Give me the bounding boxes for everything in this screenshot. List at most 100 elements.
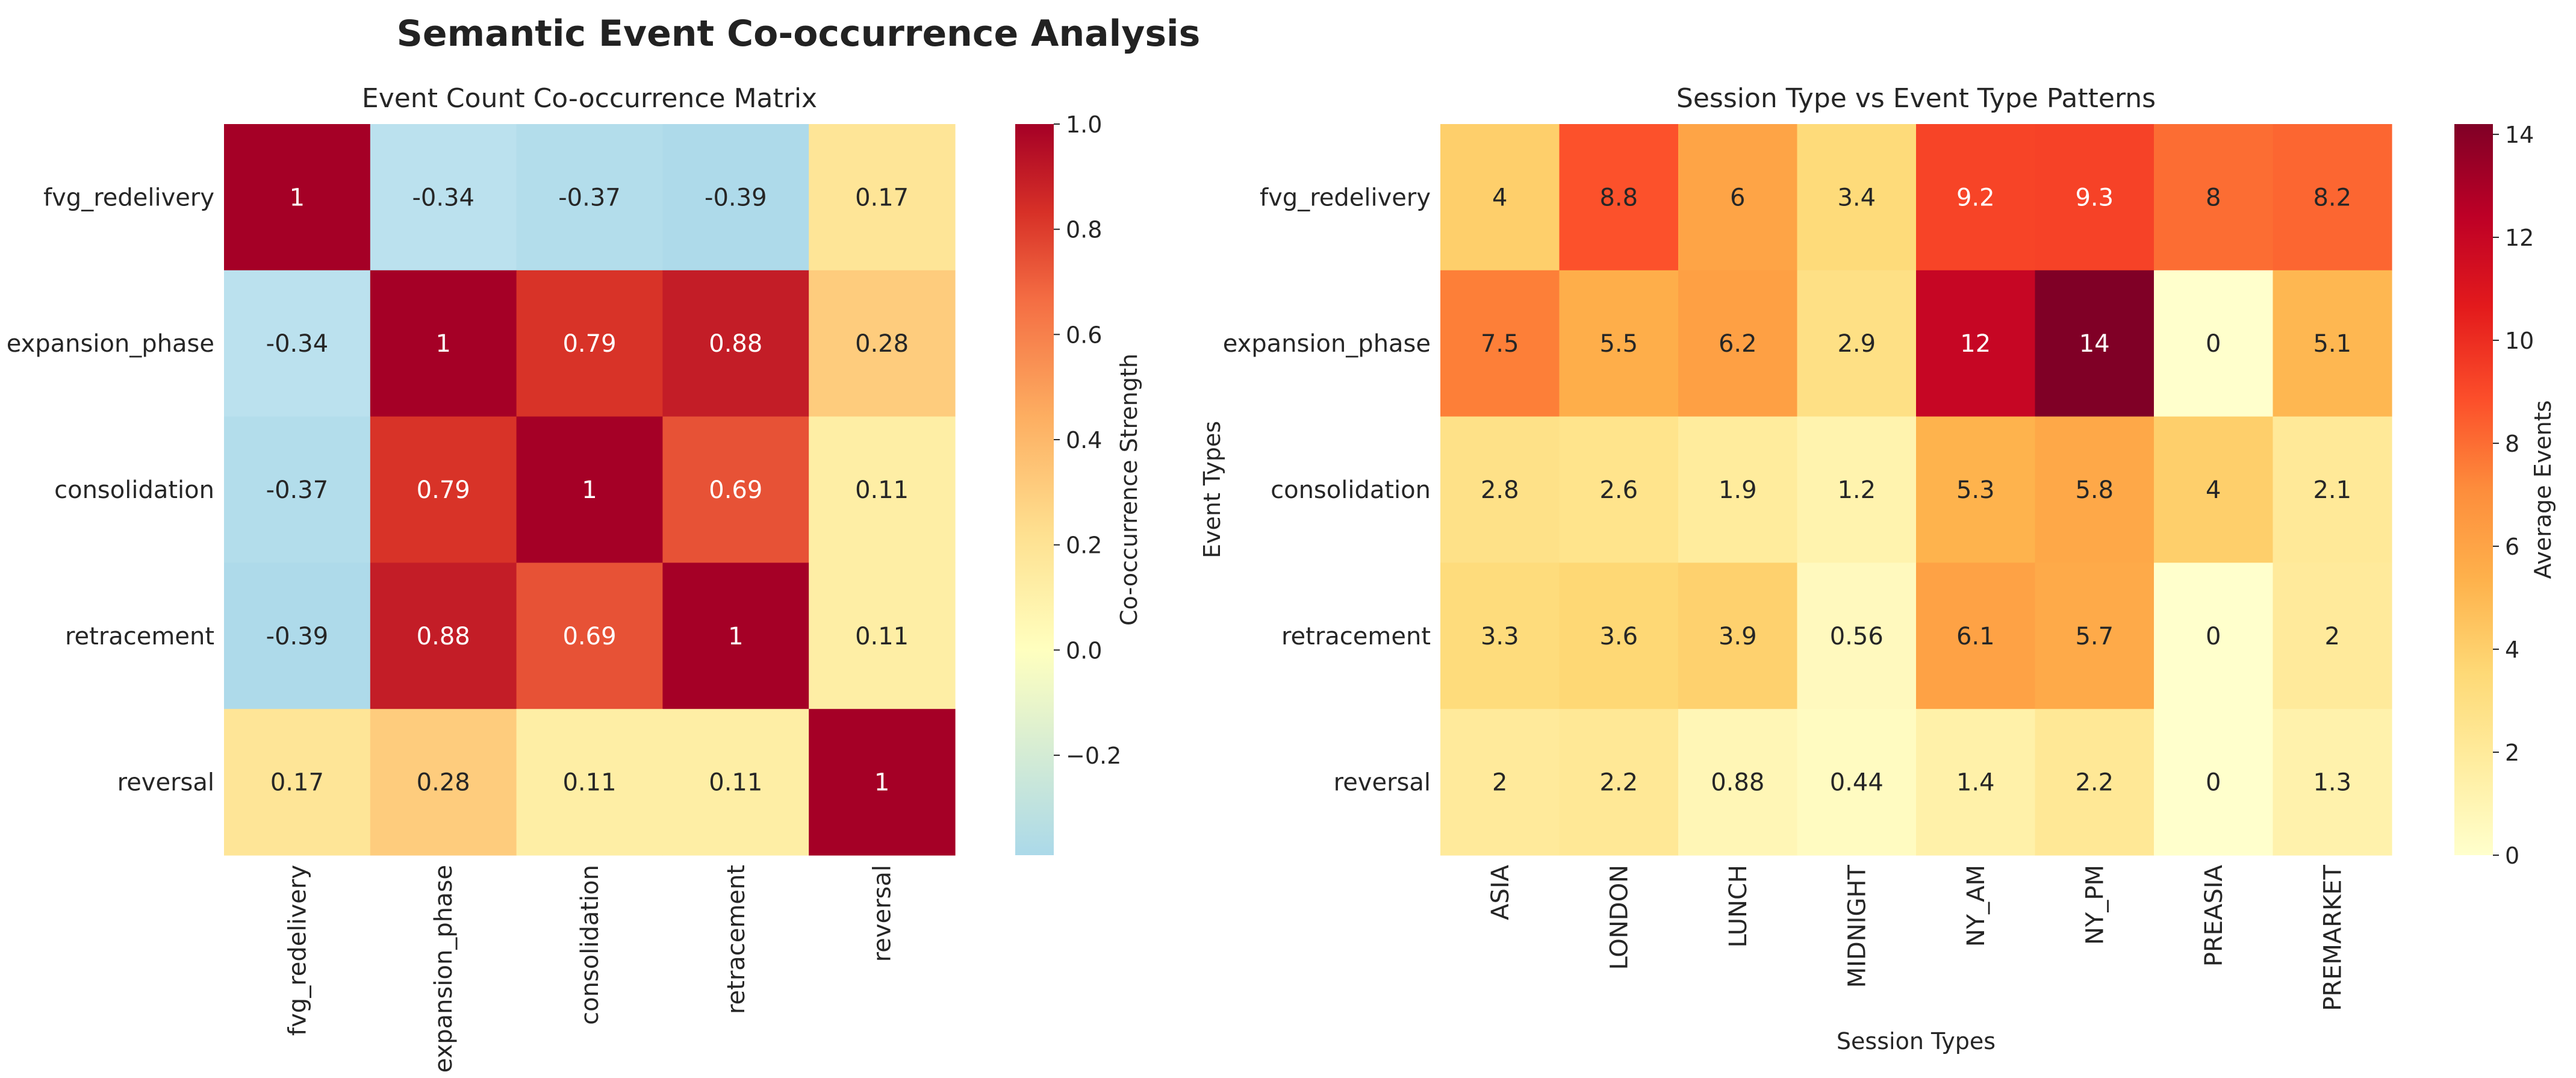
heatmap-cell: [2154, 562, 2274, 709]
y-tick-label: reversal: [1334, 769, 1431, 797]
cooccurrence-x-tick-labels: fvg_redelivery expansion_phase consolidati…: [284, 865, 896, 1073]
heatmap-cell: [1440, 270, 1560, 417]
cell-value-label: -0.39: [266, 623, 329, 650]
colorbar-tick-label: 10: [2505, 328, 2534, 354]
heatmap-cell: [809, 270, 956, 417]
heatmap-cell: [2154, 124, 2274, 271]
cell-value-label: -0.37: [558, 184, 621, 211]
heatmap-cell: [1559, 709, 1679, 856]
cell-value-label: 0.56: [1830, 623, 1884, 650]
cell-value-label: -0.34: [266, 330, 329, 358]
heatmap-cell: [1797, 270, 1917, 417]
heatmap-cell: [370, 562, 517, 709]
colorbar-tick-label: 12: [2505, 225, 2534, 251]
cell-value-label: 0.88: [1711, 769, 1764, 797]
cell-value-label: 2.1: [2313, 476, 2351, 504]
y-tick-label: expansion_phase: [7, 330, 214, 358]
session-chart-title: Session Type vs Event Type Patterns: [1676, 83, 2156, 114]
heatmap-cell: [1678, 270, 1798, 417]
cell-value-label: 1: [582, 476, 597, 504]
cell-value-label: 1: [290, 184, 305, 211]
y-tick-label: retracement: [65, 623, 214, 650]
heatmap-cell: [1797, 709, 1917, 856]
session-cells: 4 8.8 6 3.4 9.2 9.3 8 8.2 7.5 5.5 6.2 2.9 12 14 0 5.1 2.…: [1440, 124, 2392, 856]
heatmap-cell: [1440, 416, 1560, 563]
heatmap-cell: [2035, 124, 2154, 271]
heatmap-cell: [662, 124, 809, 271]
x-tick-label: fvg_redelivery: [284, 865, 311, 1036]
colorbar-tick-label: 2: [2505, 740, 2519, 766]
cell-value-label: 9.3: [2075, 184, 2114, 211]
heatmap-cell: [370, 416, 517, 563]
cell-value-label: 3.3: [1481, 623, 1519, 650]
x-tick-label: PREMARKET: [2319, 864, 2347, 1011]
heatmap-cell: [370, 124, 517, 271]
heatmap-cell: [1916, 270, 2036, 417]
heatmap-cell: [662, 416, 809, 563]
heatmap-cell: [1916, 416, 2036, 563]
cell-value-label: 3.4: [1837, 184, 1876, 211]
cell-value-label: 5.5: [1599, 330, 1638, 358]
cell-value-label: 2.9: [1837, 330, 1876, 358]
heatmap-cell: [224, 416, 371, 563]
colorbar-tick-label: 0.0: [1066, 637, 1102, 664]
cooccurrence-y-tick-labels: fvg_redelivery expansion_phase consolidati…: [7, 184, 214, 796]
cell-value-label: 2: [2325, 623, 2340, 650]
cooccurrence-chart-title: Event Count Co-occurrence Matrix: [362, 83, 817, 114]
cell-value-label: 0.88: [709, 330, 762, 358]
cooccurrence-heatmap-panel: Event Count Co-occurrence Matrix 1 -0.34 -…: [7, 83, 1142, 1073]
heatmap-cell: [2273, 270, 2392, 417]
cell-value-label: 0: [2206, 330, 2221, 358]
cooccurrence-colorbar: [1015, 124, 1054, 855]
heatmap-cell: [809, 416, 956, 563]
heatmap-cell: [1678, 416, 1798, 563]
cell-value-label: 2.8: [1481, 476, 1519, 504]
heatmap-cell: [2154, 709, 2274, 856]
heatmap-cell: [1797, 416, 1917, 563]
heatmap-cell: [370, 709, 517, 856]
heatmap-cell: [516, 416, 663, 563]
cell-value-label: 1.3: [2313, 769, 2351, 797]
colorbar-tick-label: −0.2: [1066, 743, 1121, 769]
cell-value-label: 0.79: [417, 476, 470, 504]
heatmap-cell: [1916, 709, 2036, 856]
y-tick-label: consolidation: [54, 476, 214, 504]
cell-value-label: -0.37: [266, 476, 329, 504]
cell-value-label: 0: [2206, 623, 2221, 650]
heatmap-cell: [224, 562, 371, 709]
x-tick-label: NY_AM: [1962, 865, 1990, 947]
session-colorbar-ticks: 0 2 4 6 8 10 12 14: [2493, 122, 2534, 869]
colorbar-tick-label: 0.4: [1066, 427, 1102, 453]
cell-value-label: 0.11: [709, 769, 762, 797]
colorbar-tick-label: 1.0: [1066, 111, 1102, 138]
colorbar-tick-label: 0.2: [1066, 532, 1102, 559]
cell-value-label: 0.44: [1830, 769, 1884, 797]
cell-value-label: 0: [2206, 769, 2221, 797]
colorbar-tick-label: 0.8: [1066, 217, 1102, 243]
heatmap-cell: [224, 709, 371, 856]
cell-value-label: 0.28: [855, 330, 909, 358]
cooccurrence-colorbar-label: Co-occurrence Strength: [1116, 354, 1142, 626]
cell-value-label: 8: [2206, 184, 2221, 211]
heatmap-cell: [662, 562, 809, 709]
cell-value-label: 3.6: [1599, 623, 1638, 650]
cell-value-label: 2.2: [1599, 769, 1638, 797]
cell-value-label: 1.4: [1956, 769, 1995, 797]
cell-value-label: 5.8: [2075, 476, 2114, 504]
cell-value-label: 0.17: [855, 184, 909, 211]
y-tick-label: fvg_redelivery: [43, 184, 214, 211]
heatmap-cell: [2035, 416, 2154, 563]
x-tick-label: consolidation: [576, 865, 604, 1025]
heatmap-cell: [224, 270, 371, 417]
heatmap-cell: [1678, 124, 1798, 271]
heatmap-cell: [809, 562, 956, 709]
cell-value-label: 6: [1730, 184, 1745, 211]
session-heatmap-panel: Session Type vs Event Type Patterns 4 8.8…: [1199, 83, 2556, 1055]
heatmap-cell: [2035, 562, 2154, 709]
heatmap-cell: [370, 270, 517, 417]
session-colorbar-label: Average Events: [2530, 400, 2556, 579]
cell-value-label: 6.1: [1956, 623, 1995, 650]
colorbar-tick-label: 6: [2505, 534, 2519, 560]
heatmap-cell: [1559, 416, 1679, 563]
cell-value-label: 5.1: [2313, 330, 2351, 358]
